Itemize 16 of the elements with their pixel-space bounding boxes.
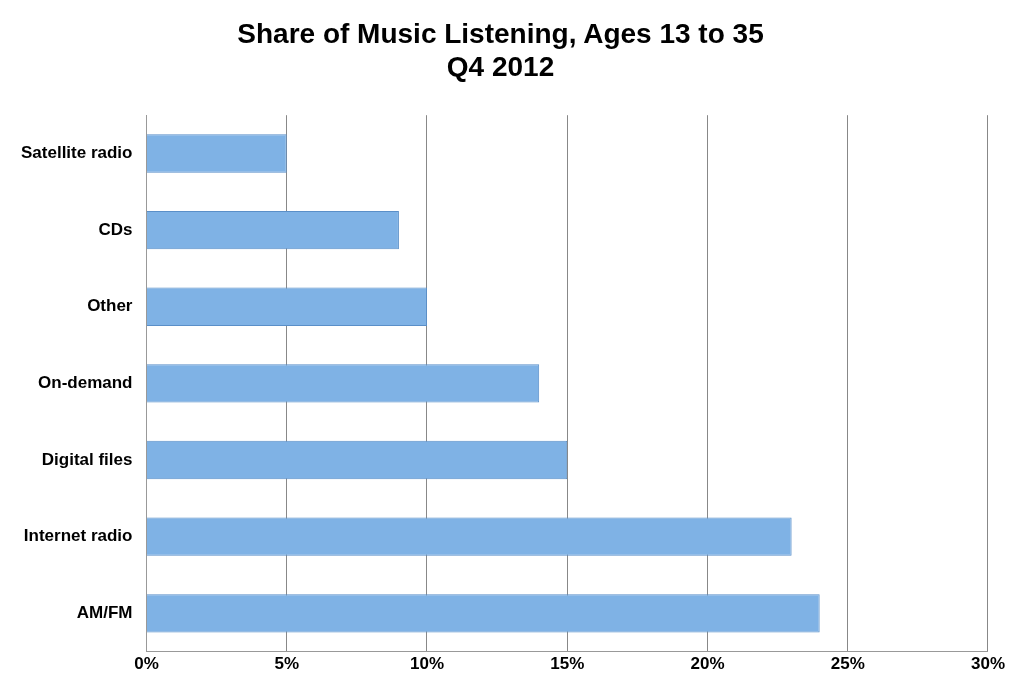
x-tick-label: 10%	[409, 654, 444, 674]
y-tick-label: Internet radio	[23, 526, 133, 546]
y-tick-label: Satellite radio	[21, 143, 133, 163]
x-tick-label: 0%	[134, 654, 159, 674]
x-tick-label: 30%	[970, 654, 1005, 674]
y-tick-label: Other	[87, 296, 133, 316]
chart-subtitle: Q4 2012	[446, 51, 555, 83]
x-tick-label: 25%	[830, 654, 865, 674]
x-tick-label: 5%	[274, 654, 300, 674]
y-tick-label: On-demand	[38, 373, 133, 393]
y-tick-label: CDs	[98, 219, 133, 239]
y-tick-label: Digital files	[41, 449, 133, 469]
y-tick-label: AM/FM	[76, 602, 133, 622]
x-tick-label: 15%	[550, 654, 585, 674]
chart-title: Share of Music Listening, Ages 13 to 35	[237, 17, 764, 49]
x-tick-label: 20%	[690, 654, 725, 674]
